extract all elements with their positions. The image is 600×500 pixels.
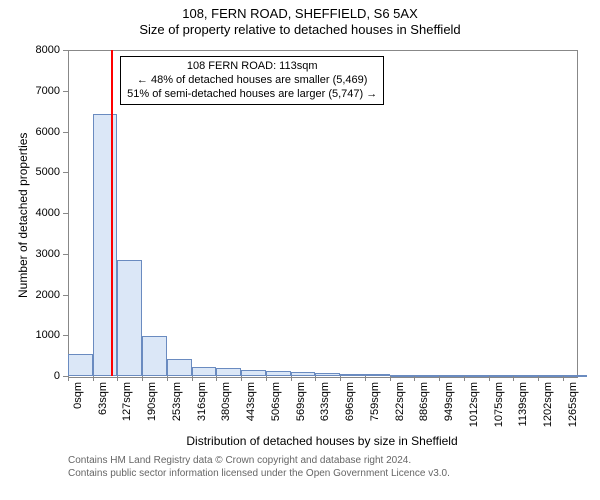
x-tick-label: 443sqm: [245, 382, 257, 432]
x-tick: [192, 376, 193, 381]
annotation-line-3: 51% of semi-detached houses are larger (…: [127, 88, 377, 102]
y-tick: [63, 172, 68, 173]
x-tick: [167, 376, 168, 381]
y-tick-label: 8000: [0, 44, 60, 56]
y-tick: [63, 91, 68, 92]
y-tick: [63, 213, 68, 214]
histogram-bar: [365, 374, 390, 376]
x-tick-label: 822sqm: [394, 382, 406, 432]
x-tick-label: 759sqm: [369, 382, 381, 432]
histogram-bar: [513, 375, 538, 377]
histogram-bar: [414, 375, 439, 377]
y-tick-label: 6000: [0, 126, 60, 138]
x-tick-label: 1265sqm: [567, 382, 579, 432]
y-tick-label: 3000: [0, 248, 60, 260]
x-tick-label: 1075sqm: [493, 382, 505, 432]
histogram-bar: [563, 375, 588, 377]
x-tick-label: 633sqm: [319, 382, 331, 432]
x-tick: [563, 376, 564, 381]
histogram-bar: [489, 375, 514, 377]
y-tick-label: 0: [0, 370, 60, 382]
x-tick-label: 569sqm: [295, 382, 307, 432]
chart-title-sub: Size of property relative to detached ho…: [0, 21, 600, 37]
annotation-line-2: ← 48% of detached houses are smaller (5,…: [127, 74, 377, 88]
chart-container: 108, FERN ROAD, SHEFFIELD, S6 5AX Size o…: [0, 0, 600, 500]
annotation-box: 108 FERN ROAD: 113sqm ← 48% of detached …: [120, 56, 384, 105]
x-tick: [414, 376, 415, 381]
histogram-bar: [241, 370, 266, 376]
x-tick-label: 380sqm: [220, 382, 232, 432]
y-tick: [63, 254, 68, 255]
x-tick-label: 0sqm: [72, 382, 84, 432]
x-tick: [439, 376, 440, 381]
y-tick: [63, 295, 68, 296]
histogram-bar: [439, 375, 464, 377]
x-tick: [93, 376, 94, 381]
x-tick: [513, 376, 514, 381]
x-tick: [241, 376, 242, 381]
x-tick: [390, 376, 391, 381]
y-tick-label: 1000: [0, 329, 60, 341]
histogram-bar: [340, 374, 365, 376]
histogram-bar: [142, 336, 167, 376]
x-tick: [489, 376, 490, 381]
x-tick: [315, 376, 316, 381]
x-tick: [291, 376, 292, 381]
x-tick: [216, 376, 217, 381]
x-tick-label: 190sqm: [146, 382, 158, 432]
y-tick: [63, 50, 68, 51]
x-tick-label: 506sqm: [270, 382, 282, 432]
histogram-bar: [538, 375, 563, 377]
x-tick-label: 949sqm: [443, 382, 455, 432]
annotation-line-1: 108 FERN ROAD: 113sqm: [127, 60, 377, 74]
y-tick: [63, 132, 68, 133]
x-tick: [365, 376, 366, 381]
histogram-bar: [315, 373, 340, 376]
x-tick: [538, 376, 539, 381]
y-tick: [63, 335, 68, 336]
x-tick-label: 316sqm: [196, 382, 208, 432]
histogram-bar: [291, 372, 316, 376]
histogram-bar: [216, 368, 241, 376]
attribution-text: Contains HM Land Registry data © Crown c…: [68, 454, 450, 480]
x-tick-label: 1012sqm: [468, 382, 480, 432]
x-tick: [117, 376, 118, 381]
y-tick-label: 2000: [0, 289, 60, 301]
x-tick-label: 1202sqm: [542, 382, 554, 432]
x-tick-label: 1139sqm: [517, 382, 529, 432]
histogram-bar: [464, 375, 489, 377]
x-tick-label: 63sqm: [97, 382, 109, 432]
y-tick-label: 4000: [0, 207, 60, 219]
histogram-bar: [68, 354, 93, 376]
marker-line: [111, 50, 113, 376]
histogram-bar: [93, 114, 118, 376]
histogram-bar: [167, 359, 192, 376]
x-tick: [340, 376, 341, 381]
histogram-bar: [390, 375, 415, 377]
attribution-line-1: Contains HM Land Registry data © Crown c…: [68, 454, 450, 467]
y-tick-label: 7000: [0, 85, 60, 97]
histogram-bar: [192, 367, 217, 376]
histogram-bar: [266, 371, 291, 376]
chart-title-main: 108, FERN ROAD, SHEFFIELD, S6 5AX: [0, 0, 600, 21]
x-tick: [266, 376, 267, 381]
histogram-bar: [117, 260, 142, 376]
x-axis-label: Distribution of detached houses by size …: [68, 434, 576, 448]
x-tick-label: 127sqm: [121, 382, 133, 432]
x-tick-label: 696sqm: [344, 382, 356, 432]
x-tick-label: 886sqm: [418, 382, 430, 432]
x-tick: [464, 376, 465, 381]
x-tick: [142, 376, 143, 381]
x-tick: [68, 376, 69, 381]
attribution-line-2: Contains public sector information licen…: [68, 467, 450, 480]
y-tick-label: 5000: [0, 166, 60, 178]
x-tick-label: 253sqm: [171, 382, 183, 432]
